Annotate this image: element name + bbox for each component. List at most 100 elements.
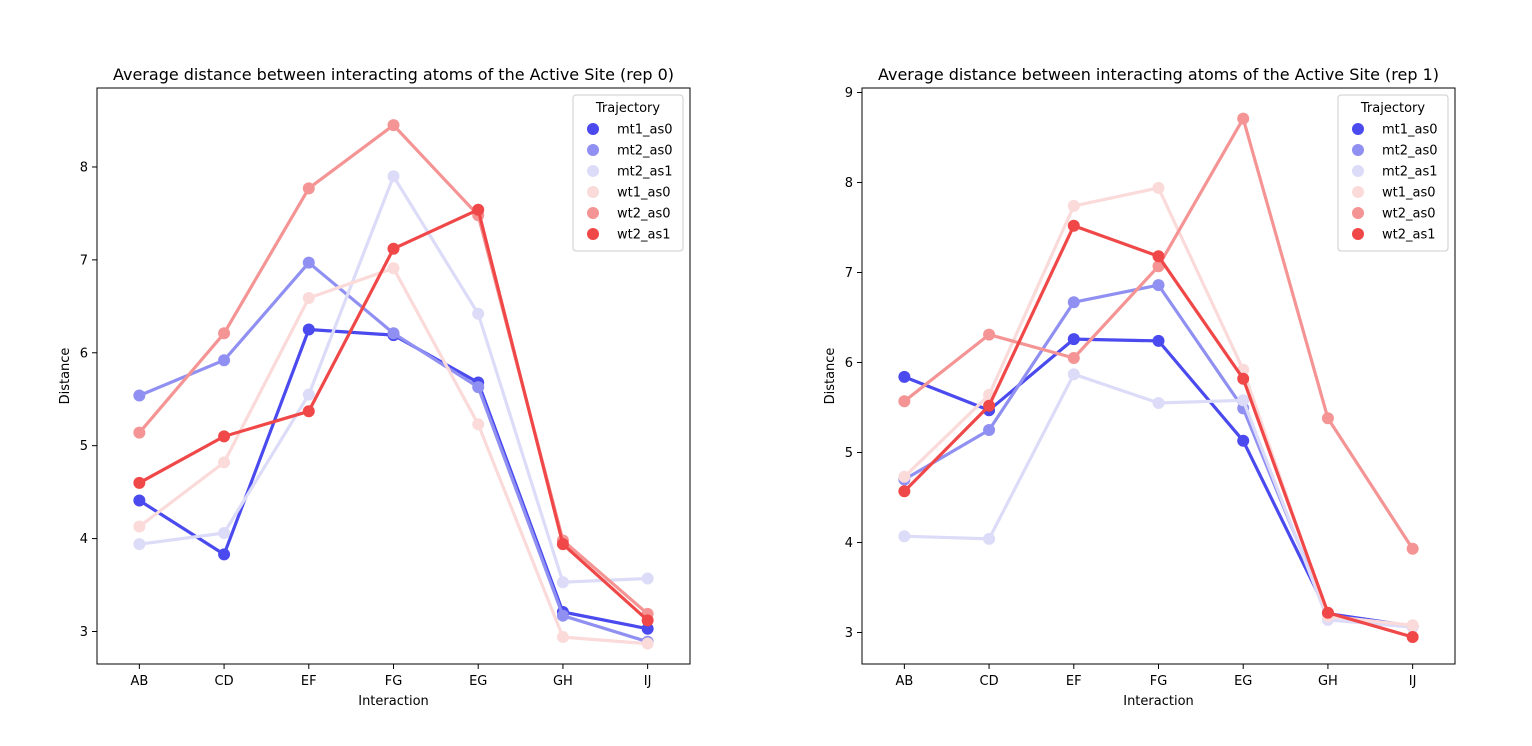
data-point <box>1152 250 1165 263</box>
data-point <box>556 631 569 644</box>
data-point <box>898 395 911 408</box>
data-point <box>133 538 146 551</box>
data-point <box>1152 279 1165 292</box>
legend-entry: mt2_as1 <box>617 165 673 180</box>
legend-entry: wt2_as0 <box>617 207 671 222</box>
x-tick-label: FG <box>1150 674 1168 689</box>
data-point <box>472 381 485 394</box>
chart-title: Average distance between interacting ato… <box>878 65 1439 84</box>
x-tick-label: GH <box>553 674 573 689</box>
data-point <box>983 399 996 412</box>
data-point <box>218 430 231 443</box>
data-point <box>1237 372 1250 385</box>
data-point <box>1067 219 1080 232</box>
data-point <box>302 405 315 418</box>
data-point <box>641 622 654 635</box>
series-wt1_as0 <box>133 262 654 650</box>
data-point <box>387 119 400 132</box>
data-point <box>1406 619 1419 632</box>
data-point <box>1067 368 1080 381</box>
series-mt1_as0 <box>133 323 654 635</box>
data-point <box>472 203 485 216</box>
legend-marker <box>587 123 599 135</box>
data-point <box>133 476 146 489</box>
legend-entry: wt1_as0 <box>617 186 671 201</box>
y-tick-label: 7 <box>845 266 853 281</box>
x-tick-label: EG <box>469 674 487 689</box>
x-tick-label: EG <box>1234 674 1252 689</box>
data-point <box>1321 606 1334 619</box>
legend: Trajectory mt1_as0 mt2_as0 mt2_as1 wt1_as0wt… <box>572 94 684 252</box>
series-line <box>137 327 650 631</box>
y-tick-label: 3 <box>80 625 88 640</box>
y-tick-label: 3 <box>845 626 853 641</box>
data-point <box>1237 394 1250 407</box>
series-wt2_as1 <box>133 203 654 627</box>
y-tick-label: 8 <box>845 176 853 191</box>
data-point <box>556 609 569 622</box>
x-tick-label: IJ <box>644 674 652 689</box>
data-point <box>1067 333 1080 346</box>
data-point <box>472 418 485 431</box>
data-point <box>218 548 231 561</box>
data-point <box>1406 631 1419 643</box>
x-tick-label: IJ <box>1409 674 1417 689</box>
data-point <box>898 485 911 498</box>
data-point <box>218 456 231 469</box>
data-point <box>387 262 400 275</box>
y-tick-label: 5 <box>80 439 88 454</box>
data-point <box>1237 434 1250 447</box>
y-tick-label: 4 <box>845 536 853 551</box>
legend-entry: wt2_as1 <box>1382 228 1436 243</box>
chart-title: Average distance between interacting ato… <box>113 65 674 84</box>
legend-marker <box>1352 228 1364 240</box>
x-tick-label: FG <box>385 674 403 689</box>
y-tick-label: 5 <box>845 446 853 461</box>
legend-entry: wt2_as1 <box>617 228 671 243</box>
data-point <box>641 637 654 650</box>
data-point <box>387 170 400 183</box>
series-mt2_as1 <box>133 170 654 589</box>
data-point <box>556 576 569 589</box>
series-line <box>137 266 650 646</box>
legend-marker <box>1352 186 1364 198</box>
data-point <box>302 256 315 269</box>
legend-title: Trajectory <box>1360 101 1425 116</box>
data-point <box>1152 397 1165 409</box>
y-tick-label: 8 <box>80 160 88 175</box>
legend-marker <box>1352 123 1364 135</box>
data-point <box>983 424 996 436</box>
legend-box <box>1337 94 1449 252</box>
data-point <box>1406 542 1419 555</box>
data-point <box>133 494 146 507</box>
x-tick-label: EF <box>301 674 317 689</box>
data-point <box>898 470 911 483</box>
y-tick-label: 7 <box>80 253 88 268</box>
series-wt2_as1 <box>898 219 1419 643</box>
plot-frame <box>96 87 691 665</box>
data-point <box>302 323 315 336</box>
data-point <box>387 242 400 255</box>
legend-entry: wt2_as0 <box>1382 207 1436 222</box>
data-point <box>1152 181 1165 194</box>
data-point <box>218 354 231 367</box>
legend-marker <box>1352 144 1364 156</box>
y-axis-label: Distance <box>823 348 838 405</box>
legend-marker <box>587 165 599 177</box>
data-point <box>1067 352 1080 364</box>
plot-frame <box>861 87 1456 665</box>
data-point <box>133 520 146 533</box>
data-point <box>641 572 654 585</box>
legend-marker <box>587 207 599 219</box>
chart-panel-0: Average distance between interacting ato… <box>58 65 691 709</box>
series-line <box>902 337 1415 628</box>
data-point <box>1067 199 1080 212</box>
x-axis-label: Interaction <box>1123 694 1194 709</box>
legend-entry: mt2_as0 <box>617 144 673 159</box>
y-tick-label: 4 <box>80 532 88 547</box>
legend-marker <box>587 186 599 198</box>
data-point <box>133 426 146 439</box>
data-point <box>556 538 569 551</box>
chart-panel-1: Average distance between interacting ato… <box>823 65 1456 709</box>
